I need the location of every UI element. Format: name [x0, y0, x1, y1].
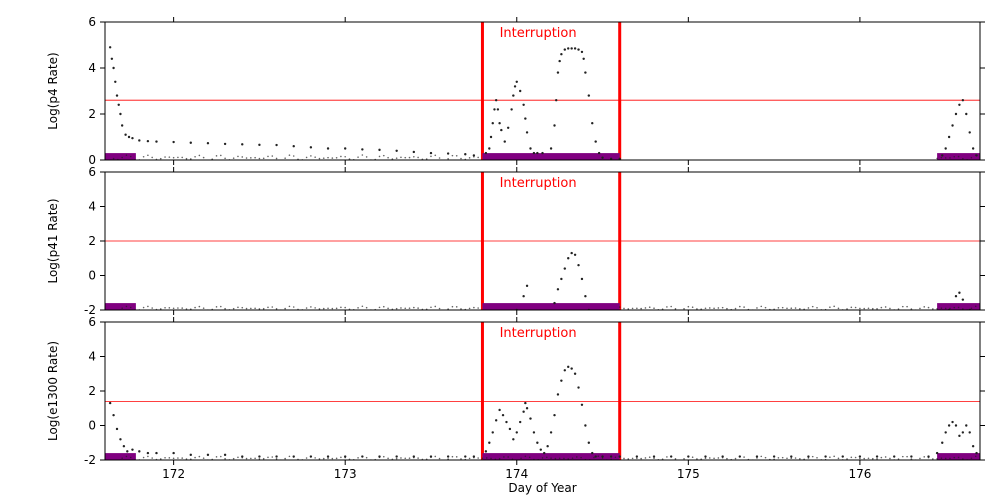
ytick-label: 6	[88, 15, 96, 29]
ytick-label: 6	[88, 315, 96, 329]
purple-bar	[105, 453, 136, 460]
panel-Log(p4 Rate): Interruption0246Log(p4 Rate)	[46, 15, 985, 167]
purple-bar	[937, 303, 980, 310]
ylabel: Log(p41 Rate)	[46, 198, 60, 283]
ytick-label: 0	[88, 269, 96, 283]
panel-Log(e1300 Rate): Interruption -2 0 2 4 6 172 173 174 175 176 Log(e13…	[46, 315, 985, 481]
ytick-label: 0	[88, 419, 96, 433]
ytick-label: 6	[88, 165, 96, 179]
ytick-label: 4	[88, 61, 96, 75]
purple-bar	[937, 453, 980, 460]
ytick-label: 4	[88, 200, 96, 214]
radiation-rate-chart: Interruption 0 2 4 6 Log(p4 Rate) Interruption…	[0, 0, 1000, 500]
ytick-label: 2	[88, 107, 96, 121]
purple-bar	[105, 303, 136, 310]
xtick-label: 172	[162, 467, 185, 481]
xtick-label: 174	[505, 467, 528, 481]
xlabel: Day of Year	[508, 481, 576, 495]
ytick-label: 2	[88, 384, 96, 398]
xtick-label: 176	[848, 467, 871, 481]
purple-bar	[482, 303, 619, 310]
xtick-label: 175	[677, 467, 700, 481]
ylabel: Log(p4 Rate)	[46, 52, 60, 129]
xtick-label: 173	[334, 467, 357, 481]
purple-bar	[482, 453, 619, 460]
interruption-label: Interruption	[500, 26, 577, 41]
interruption-label: Interruption	[500, 176, 577, 191]
ytick-label: 2	[88, 234, 96, 248]
ytick-label: 4	[88, 350, 96, 364]
panel-Log(p41 Rate): Interruption-20246Log(p41 Rate)	[46, 165, 985, 320]
interruption-label: Interruption	[500, 326, 577, 341]
ylabel: Log(e1300 Rate)	[46, 341, 60, 441]
ytick-label: -2	[84, 453, 96, 467]
